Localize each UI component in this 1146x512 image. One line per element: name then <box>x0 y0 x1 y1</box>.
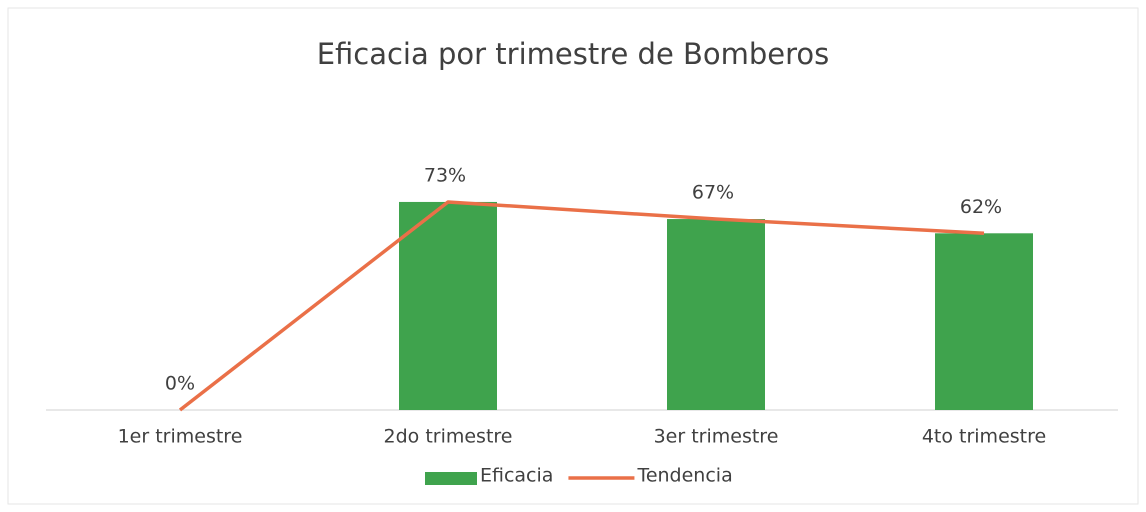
bar <box>935 233 1033 410</box>
legend-swatch <box>425 472 477 485</box>
x-tick-label: 1er trimestre <box>118 426 243 448</box>
legend-label: Eficacia <box>480 465 553 487</box>
legend-label: Tendencia <box>636 465 732 487</box>
bar <box>399 201 497 410</box>
trend-line <box>178 200 985 412</box>
data-label: 67% <box>692 182 734 204</box>
data-label: 62% <box>960 196 1002 218</box>
chart-title: Eficacia por trimestre de Bomberos <box>317 37 830 71</box>
bar <box>667 219 765 410</box>
x-tick-label: 4to trimestre <box>922 426 1046 448</box>
x-tick-label: 3er trimestre <box>654 426 779 448</box>
data-label: 73% <box>424 164 466 186</box>
data-label: 0% <box>165 373 195 395</box>
x-tick-label: 2do trimestre <box>384 426 513 448</box>
